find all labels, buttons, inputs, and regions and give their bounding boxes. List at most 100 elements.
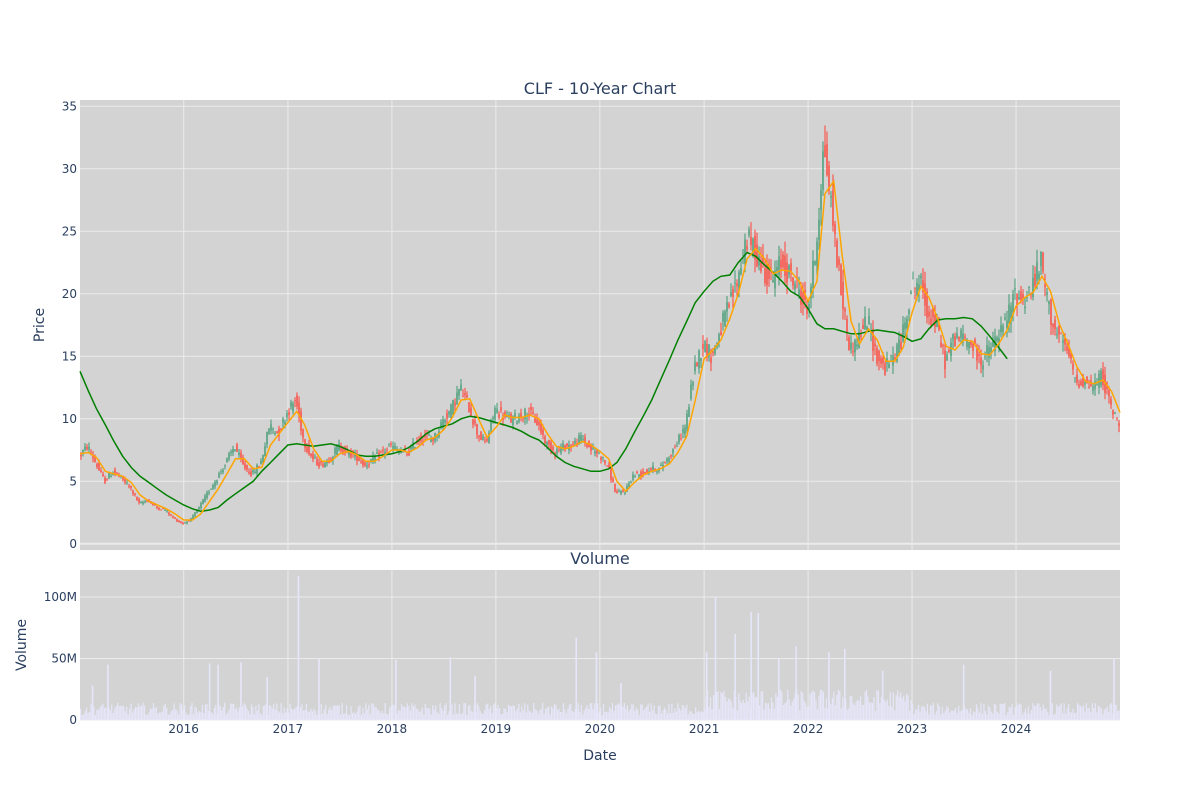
- volume-bar: [779, 689, 781, 720]
- volume-bar: [968, 712, 970, 720]
- volume-bar: [311, 711, 313, 720]
- candle-body: [174, 517, 176, 519]
- candle-body: [664, 462, 666, 464]
- candle-body: [128, 485, 130, 487]
- volume-bar: [864, 691, 866, 720]
- volume-bar: [622, 706, 624, 720]
- volume-bar: [806, 706, 808, 720]
- candle-body: [738, 271, 740, 292]
- candle-body: [846, 318, 848, 333]
- volume-bar: [553, 704, 556, 720]
- candle-body: [394, 446, 396, 450]
- volume-bar: [799, 710, 801, 720]
- volume-bar: [708, 706, 710, 720]
- volume-bar: [247, 711, 250, 720]
- candle-body: [268, 428, 270, 435]
- candle-body: [496, 408, 498, 413]
- price-y-axis-title: Price: [32, 308, 48, 342]
- candle-body: [338, 444, 340, 451]
- volume-bar: [873, 697, 875, 720]
- candle-body: [802, 292, 804, 305]
- candle-body: [238, 452, 240, 456]
- candle-body: [892, 355, 894, 366]
- volume-bar: [167, 714, 169, 720]
- volume-bar: [341, 702, 343, 720]
- volume-bar: [913, 713, 915, 720]
- volume-bar: [441, 707, 443, 720]
- volume-bar: [506, 712, 508, 720]
- volume-bar: [293, 708, 296, 720]
- candle-body: [768, 265, 770, 279]
- candle-body: [270, 424, 272, 431]
- volume-bar: [956, 713, 958, 720]
- volume-bar: [715, 691, 718, 720]
- volume-bar: [292, 709, 294, 720]
- volume-bar: [481, 713, 483, 720]
- candle-body: [956, 333, 958, 338]
- candle-body: [146, 500, 148, 502]
- volume-bar: [984, 710, 986, 720]
- volume-bar: [868, 702, 871, 720]
- volume-bar: [479, 711, 481, 720]
- candle-body: [600, 457, 602, 460]
- candle-body: [830, 196, 832, 198]
- candle-body: [998, 338, 1000, 346]
- volume-bar: [944, 710, 946, 720]
- volume-bar: [972, 711, 975, 720]
- candle-body: [544, 436, 546, 444]
- candle-body: [572, 443, 574, 445]
- volume-bar: [189, 706, 192, 720]
- volume-bar: [983, 703, 985, 720]
- volume-bar: [316, 714, 318, 720]
- volume-bar: [542, 702, 544, 720]
- candle-body: [250, 471, 252, 476]
- volume-bar: [503, 708, 505, 720]
- volume-bar: [909, 710, 911, 720]
- volume-bar: [839, 690, 841, 720]
- volume-bar: [274, 709, 276, 720]
- volume-bar: [258, 704, 260, 720]
- volume-bar: [812, 690, 814, 720]
- volume-bar: [1051, 703, 1053, 720]
- volume-bar: [338, 705, 340, 720]
- volume-bar: [536, 710, 538, 720]
- candle-body: [626, 485, 628, 492]
- volume-bar: [849, 695, 851, 720]
- candle-body: [690, 384, 692, 399]
- volume-spike-bar: [208, 663, 211, 720]
- volume-bar: [1103, 709, 1105, 720]
- volume-bar: [545, 708, 547, 720]
- volume-bar: [383, 713, 385, 720]
- candle-body: [936, 317, 938, 327]
- volume-bar: [228, 709, 230, 720]
- volume-bar: [657, 705, 660, 720]
- volume-bar: [112, 713, 114, 720]
- candle-body: [776, 266, 778, 272]
- volume-bar: [439, 703, 441, 720]
- volume-bar: [904, 701, 906, 720]
- volume-bar: [822, 692, 825, 720]
- volume-bar: [819, 690, 822, 720]
- volume-bar: [458, 704, 461, 720]
- volume-spike-bar: [705, 652, 708, 720]
- volume-bar: [1024, 708, 1027, 720]
- candle-body: [178, 520, 180, 522]
- volume-bar: [403, 706, 406, 720]
- candle-body: [230, 451, 232, 454]
- volume-bar: [955, 707, 957, 720]
- volume-bar: [754, 696, 756, 720]
- volume-bar: [980, 703, 982, 720]
- candle-body: [458, 388, 460, 396]
- volume-bar: [785, 701, 787, 720]
- candle-body: [198, 506, 200, 510]
- candle-body: [376, 452, 378, 454]
- volume-bar: [342, 713, 345, 720]
- candle-body: [222, 470, 224, 473]
- volume-bar: [857, 699, 859, 720]
- candle-body: [730, 291, 732, 297]
- volume-bar: [452, 714, 455, 720]
- candle-body: [590, 443, 592, 451]
- volume-spike-bar: [620, 683, 622, 720]
- candle-body: [292, 403, 294, 412]
- volume-bar: [305, 703, 308, 720]
